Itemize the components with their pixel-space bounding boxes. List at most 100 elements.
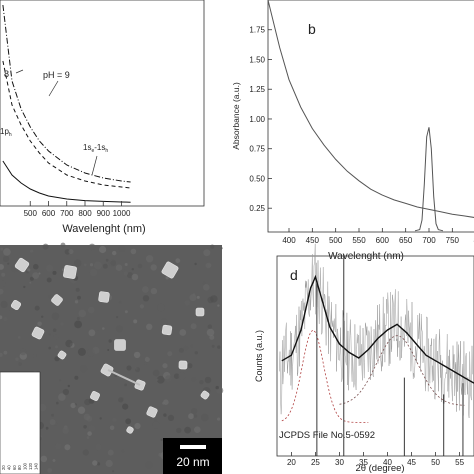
panel-c-nanoparticle	[98, 291, 110, 303]
panel-c-nanoparticle	[14, 257, 30, 273]
panel-c-grain	[83, 263, 87, 267]
panel-c-grain	[110, 260, 117, 266]
panel-c-grain	[23, 285, 26, 289]
panel-b-ytick-label: 1.50	[249, 55, 265, 64]
panel-c-grain	[124, 263, 128, 266]
panel-c-grain	[160, 318, 168, 327]
panel-b-ticks: 40045050055060065070075080.250.500.751.0…	[249, 26, 474, 245]
panel-b-ylabel: Absorbance (a.u.)	[231, 82, 241, 150]
panel-c-grain	[162, 363, 168, 369]
panel-c-nanoparticle	[126, 426, 134, 434]
panel-a-annotation-transition: 1se-1sh	[83, 143, 108, 154]
panel-c-grain	[80, 364, 88, 373]
panel-c-grain	[178, 372, 186, 380]
panel-c-inset-tick-label: 140	[33, 462, 38, 470]
panel-c-grain	[112, 470, 115, 473]
panel-c-grain	[84, 398, 91, 406]
panel-c-grain	[52, 459, 56, 462]
panel-a-xlabel: Wavelenght (nm)	[62, 223, 145, 235]
panel-c-grain	[48, 346, 51, 350]
panel-c-grain	[48, 294, 54, 300]
panel-c-grain	[105, 459, 113, 468]
panel-c-grain	[217, 304, 220, 307]
panel-c-grain	[135, 367, 140, 373]
panel-c-grain	[1, 272, 6, 277]
panel-c-grain	[41, 315, 44, 318]
panel-c-grain	[150, 264, 157, 271]
panel-c-grain	[126, 272, 134, 279]
panel-b-ytick-label: 0.75	[249, 145, 265, 154]
panel-c-grain	[191, 408, 198, 415]
panel-a: 500 600 700 800 900 1000 pH = 9 8 1se-1sh 1ph…	[0, 0, 205, 235]
panel-c-grain	[112, 250, 117, 256]
panel-d-xtick-label: 40	[383, 458, 392, 467]
panel-c-grain	[108, 339, 112, 343]
panel-c-inset-tick-label: 80	[17, 465, 22, 470]
panel-c-grain	[46, 264, 54, 272]
panel-a-series-1	[2, 4, 131, 183]
panel-c-grain	[131, 268, 134, 271]
panel-c-grain	[15, 357, 19, 361]
panel-c-grain	[52, 328, 57, 333]
panel-d-xtick-label: 35	[359, 458, 368, 467]
panel-c-grain	[33, 263, 39, 270]
panel-d-frame	[276, 255, 474, 457]
panel-c-grain	[88, 243, 96, 251]
panel-c-grain	[196, 295, 200, 299]
panel-c-grain	[65, 339, 73, 348]
panel-c-grain	[220, 247, 223, 250]
panel-c-scale-box	[163, 438, 222, 474]
panel-c-grain	[203, 249, 211, 257]
panel-c-grain	[40, 455, 48, 463]
panel-c-nanoparticle	[51, 294, 63, 306]
panel-c-grain	[165, 375, 172, 382]
panel-c-inset-tick-label: 100	[23, 462, 28, 470]
panel-c-nanoparticle	[31, 326, 45, 340]
panel-d-xtick-label: 30	[335, 458, 344, 467]
panel-c-nanoparticle	[90, 391, 100, 401]
panel-c-grain	[201, 413, 209, 422]
panel-c-grain	[184, 426, 192, 434]
panel-a-ticks: 500 600 700 800 900 1000	[24, 201, 131, 218]
panel-c-grain	[118, 397, 124, 403]
panel-c-nanoparticle	[161, 324, 173, 336]
panel-d-xtick-label: 25	[311, 458, 320, 467]
panel-d-xtick-label: 50	[431, 458, 440, 467]
panel-c-nanoparticle	[10, 299, 22, 311]
panel-c-grain	[154, 419, 157, 422]
panel-c-grain	[18, 362, 22, 366]
panel-c-grain	[144, 361, 148, 366]
panel-c-grain	[60, 242, 66, 248]
panel-c-grain	[54, 356, 60, 362]
panel-a-arrow-ph9	[48, 80, 59, 97]
panel-c-grain	[3, 317, 8, 322]
panel-c-inset-tick-label: 120	[28, 462, 33, 470]
panel-c-grain	[55, 443, 62, 450]
panel-a-xtick-label: 800	[78, 209, 92, 218]
panel-c-grain	[107, 449, 114, 456]
panel-c-grain	[206, 328, 215, 337]
panel-c-grain	[97, 462, 101, 466]
panel-c-grain	[77, 406, 86, 414]
panel-a-xtick-label: 700	[60, 209, 74, 218]
panel-c-grain	[29, 276, 34, 281]
panel-a-xtick-label: 500	[24, 209, 38, 218]
panel-a-arrow-transition	[91, 155, 98, 176]
panel-a-series-2	[2, 60, 131, 189]
panel-c-grain	[217, 417, 221, 421]
panel-c-grain	[122, 403, 129, 410]
panel-c-grain	[83, 413, 91, 421]
panel-b-ytick-label: 1.00	[249, 115, 265, 124]
panel-b-series-2	[414, 127, 444, 232]
panel-c-grain	[75, 287, 80, 292]
panel-c-grain	[0, 352, 3, 357]
panel-d-raw-data	[279, 243, 473, 419]
panel-c-grain	[145, 461, 153, 469]
panel-c-grain	[3, 350, 8, 355]
panel-d-raw-trace	[279, 243, 473, 419]
panel-c-grain	[194, 426, 201, 434]
panel-c-grain	[191, 377, 197, 382]
panel-c-grain	[193, 414, 198, 418]
panel-c-nanorod	[107, 369, 141, 386]
panel-c-grain	[125, 418, 132, 425]
